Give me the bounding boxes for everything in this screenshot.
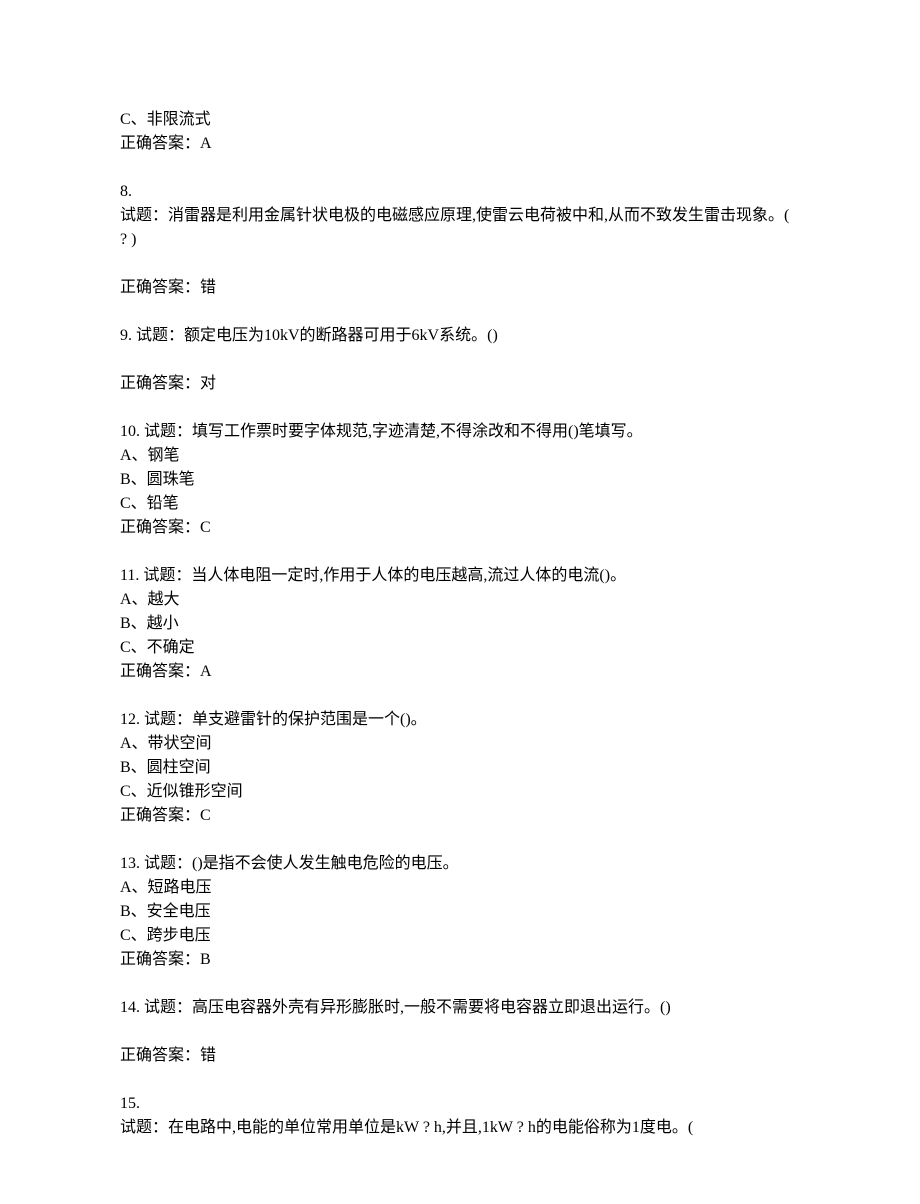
question-7-partial: C、非限流式 正确答案：A (120, 108, 800, 156)
question-text: 12. 试题：单支避雷针的保护范围是一个()。 (120, 708, 800, 732)
question-9-answer: 正确答案：对 (120, 372, 800, 396)
option-a: A、带状空间 (120, 732, 800, 756)
question-10: 10. 试题：填写工作票时要字体规范,字迹清楚,不得涂改和不得用()笔填写。 A… (120, 420, 800, 540)
question-text: 13. 试题：()是指不会使人发生触电危险的电压。 (120, 852, 800, 876)
question-9: 9. 试题：额定电压为10kV的断路器可用于6kV系统。() (120, 324, 800, 348)
question-15: 15. 试题：在电路中,电能的单位常用单位是kW ? h,并且,1kW ? h的… (120, 1092, 800, 1140)
question-8-answer: 正确答案：错 (120, 276, 800, 300)
option-a: A、越大 (120, 588, 800, 612)
answer-text: 正确答案：B (120, 948, 800, 972)
question-12: 12. 试题：单支避雷针的保护范围是一个()。 A、带状空间 B、圆柱空间 C、… (120, 708, 800, 828)
question-number: 8. (120, 180, 800, 204)
option-c: C、不确定 (120, 636, 800, 660)
option-c: C、近似锥形空间 (120, 780, 800, 804)
option-a: A、钢笔 (120, 444, 800, 468)
option-b: B、越小 (120, 612, 800, 636)
option-a: A、短路电压 (120, 876, 800, 900)
question-14-answer: 正确答案：错 (120, 1044, 800, 1068)
option-b: B、圆柱空间 (120, 756, 800, 780)
option-c: C、跨步电压 (120, 924, 800, 948)
answer-text: 正确答案：错 (120, 1044, 800, 1068)
answer-text: 正确答案：对 (120, 372, 800, 396)
answer-text: 正确答案：A (120, 132, 800, 156)
option-c: C、非限流式 (120, 108, 800, 132)
question-11: 11. 试题：当人体电阻一定时,作用于人体的电压越高,流过人体的电流()。 A、… (120, 564, 800, 684)
question-8: 8. 试题：消雷器是利用金属针状电极的电磁感应原理,使雷云电荷被中和,从而不致发… (120, 180, 800, 252)
answer-text: 正确答案：错 (120, 276, 800, 300)
option-b: B、圆珠笔 (120, 468, 800, 492)
question-text: 试题：消雷器是利用金属针状电极的电磁感应原理,使雷云电荷被中和,从而不致发生雷击… (120, 204, 800, 252)
question-13: 13. 试题：()是指不会使人发生触电危险的电压。 A、短路电压 B、安全电压 … (120, 852, 800, 972)
answer-text: 正确答案：C (120, 516, 800, 540)
answer-text: 正确答案：A (120, 660, 800, 684)
question-text: 10. 试题：填写工作票时要字体规范,字迹清楚,不得涂改和不得用()笔填写。 (120, 420, 800, 444)
option-b: B、安全电压 (120, 900, 800, 924)
question-text: 14. 试题：高压电容器外壳有异形膨胀时,一般不需要将电容器立即退出运行。() (120, 996, 800, 1020)
question-text: 试题：在电路中,电能的单位常用单位是kW ? h,并且,1kW ? h的电能俗称… (120, 1116, 800, 1140)
question-text: 9. 试题：额定电压为10kV的断路器可用于6kV系统。() (120, 324, 800, 348)
answer-text: 正确答案：C (120, 804, 800, 828)
option-c: C、铅笔 (120, 492, 800, 516)
question-text: 11. 试题：当人体电阻一定时,作用于人体的电压越高,流过人体的电流()。 (120, 564, 800, 588)
question-number: 15. (120, 1092, 800, 1116)
question-14: 14. 试题：高压电容器外壳有异形膨胀时,一般不需要将电容器立即退出运行。() (120, 996, 800, 1020)
